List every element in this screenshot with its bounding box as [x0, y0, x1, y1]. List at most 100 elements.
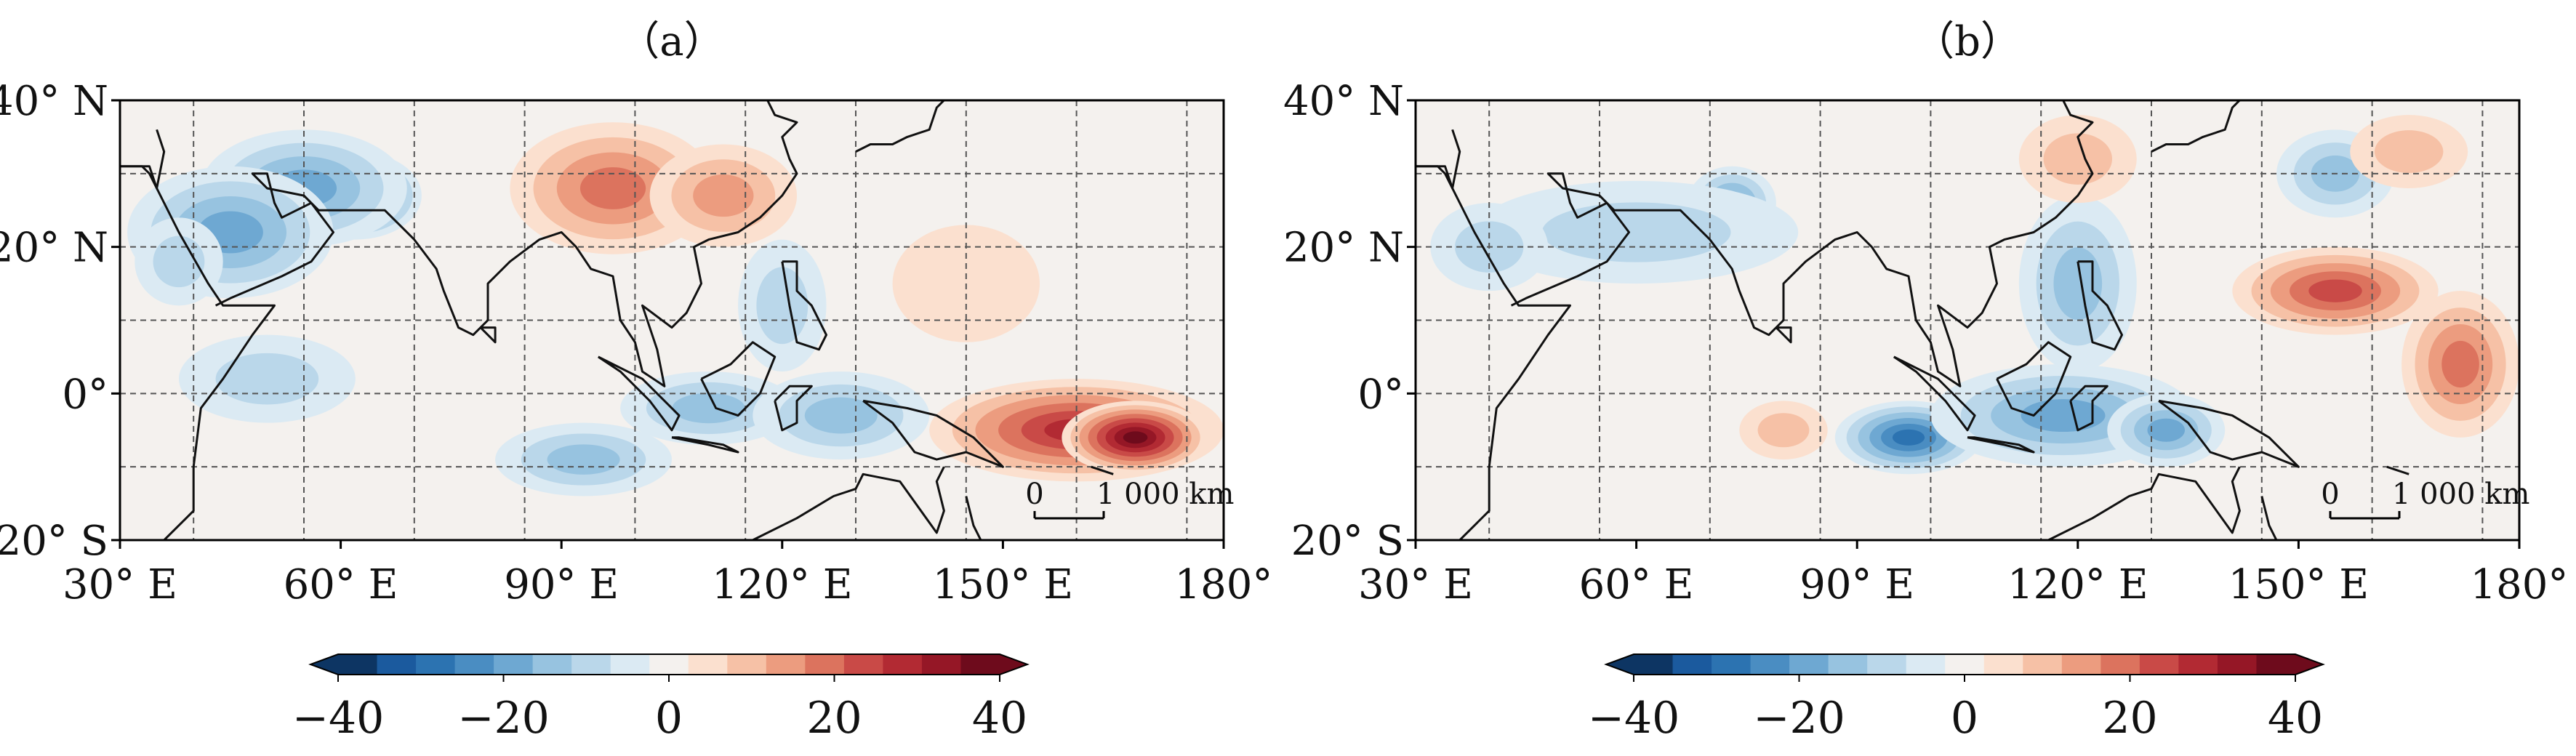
anomaly-contour: [1757, 413, 1810, 448]
anomaly-contour: [804, 397, 878, 434]
anomaly-contour: [2043, 133, 2113, 185]
anomaly-field: [127, 122, 1224, 496]
y-tick-label: 20° N: [0, 225, 108, 272]
coastlines: [1416, 100, 2410, 540]
colorbar-segment: [1906, 654, 1946, 675]
colorbar-tick-label: −20: [1753, 693, 1845, 744]
x-tick-label: 180°: [2471, 561, 2569, 608]
colorbar-segment: [494, 654, 534, 675]
colorbar: −40 −20 0 20 40: [1588, 654, 2325, 744]
colorbar-segment: [1789, 654, 1829, 675]
coastline: [2151, 100, 2241, 153]
colorbar-segment: [1828, 654, 1868, 675]
colorbar-segment: [649, 654, 689, 675]
colorbar-tick-label: 20: [2102, 693, 2157, 744]
colorbar-segment: [2061, 654, 2101, 675]
colorbar-segment: [532, 654, 572, 675]
colorbar: −40 −20 0 20 40: [292, 654, 1030, 744]
coastline: [2260, 496, 2278, 540]
coastline: [597, 355, 681, 432]
colorbar-extend-min: [310, 654, 338, 675]
colorbar-segment: [2256, 654, 2296, 675]
anomaly-contour: [756, 267, 808, 345]
coastline: [1996, 341, 2072, 417]
panel-a: （a） 30° E 60° E 90° E 120° E 150° E 180° 40° N 2…: [0, 18, 1272, 744]
colorbar-extend-max: [1000, 654, 1027, 675]
x-tick-label: 90° E: [504, 561, 619, 608]
coastline: [120, 129, 166, 190]
x-tick-label: 30° E: [63, 561, 177, 608]
x-tick-label: 90° E: [1799, 561, 1914, 608]
colorbar-segment: [766, 654, 806, 675]
colorbar-segment: [1945, 654, 1985, 675]
scale-bar-start-label: 0: [2321, 478, 2339, 511]
coastline: [2047, 466, 2241, 540]
coastline: [2069, 385, 2108, 432]
colorbar-segment: [2139, 654, 2179, 675]
colorbar-segment: [454, 654, 494, 675]
colorbar-tick-label: 40: [972, 693, 1027, 744]
anomaly-contour: [153, 236, 205, 288]
colorbar-segment: [2178, 654, 2218, 675]
y-tick-label: 20° N: [1283, 225, 1404, 272]
coastline: [1775, 326, 1792, 344]
x-tick-label: 180°: [1175, 561, 1273, 608]
anomaly-contour: [547, 444, 620, 475]
coastline: [1893, 355, 1976, 432]
map-frame: [119, 99, 1225, 542]
map-frame: [1414, 99, 2521, 542]
colorbar-segment: [960, 654, 1000, 675]
x-tick-label: 120° E: [2007, 561, 2148, 608]
colorbar-segment: [1672, 654, 1712, 675]
coastline: [1091, 465, 1114, 475]
colorbar-segment: [843, 654, 883, 675]
anomaly-contour: [2053, 247, 2103, 320]
anomaly-contour: [579, 167, 646, 209]
colorbar-tick-label: −40: [1588, 693, 1680, 744]
coastlines: [120, 100, 1114, 540]
colorbar-segment: [1750, 654, 1790, 675]
x-tick-label: 60° E: [1579, 561, 1694, 608]
colorbar-segment: [2023, 654, 2063, 675]
coastline: [752, 466, 945, 540]
colorbar-extend-min: [1606, 654, 1634, 675]
colorbar-segment: [377, 654, 417, 675]
x-tick-label: 120° E: [712, 561, 853, 608]
anomaly-contour: [2374, 130, 2444, 173]
colorbar-segment: [688, 654, 728, 675]
colorbar-segment: [2217, 654, 2257, 675]
scale-bar-end-label: 1 000 km: [2392, 478, 2529, 511]
anomaly-contour: [1892, 429, 1925, 446]
colorbar-segment: [2100, 654, 2140, 675]
coastline: [781, 260, 827, 351]
colorbar-segment: [883, 654, 923, 675]
colorbar-segment: [610, 654, 650, 675]
coastline: [2077, 260, 2123, 351]
colorbar-extend-max: [2295, 654, 2323, 675]
anomaly-contour: [2441, 340, 2479, 388]
anomaly-contour: [1123, 431, 1148, 444]
y-tick-label: 40° N: [0, 78, 108, 125]
scale-bar-start-label: 0: [1025, 478, 1043, 511]
x-tick-label: 30° E: [1358, 561, 1473, 608]
colorbar-segment: [416, 654, 456, 675]
panel-b: （b） 30° E 60° E 90° E 120° E 150° E 180° 40° N 2…: [1283, 18, 2569, 744]
colorbar-segment: [805, 654, 845, 675]
colorbar-segment: [727, 654, 767, 675]
gridlines: [120, 100, 1224, 540]
coastline: [774, 385, 813, 432]
y-tick-label: 0°: [62, 371, 108, 418]
x-tick-label: 60° E: [284, 561, 398, 608]
x-tick-label: 150° E: [933, 561, 1074, 608]
colorbar-segment: [921, 654, 961, 675]
scale-bar-end-label: 1 000 km: [1096, 478, 1234, 511]
x-tick-label: 150° E: [2228, 561, 2370, 608]
coastline: [214, 100, 798, 387]
colorbar-segment: [1867, 654, 1907, 675]
colorbar-tick-label: −20: [457, 693, 550, 744]
coastline: [700, 341, 777, 417]
colorbar-segment: [571, 654, 611, 675]
colorbar-segment: [1712, 654, 1752, 675]
gridlines: [1416, 100, 2519, 540]
coastline: [1510, 100, 2094, 387]
